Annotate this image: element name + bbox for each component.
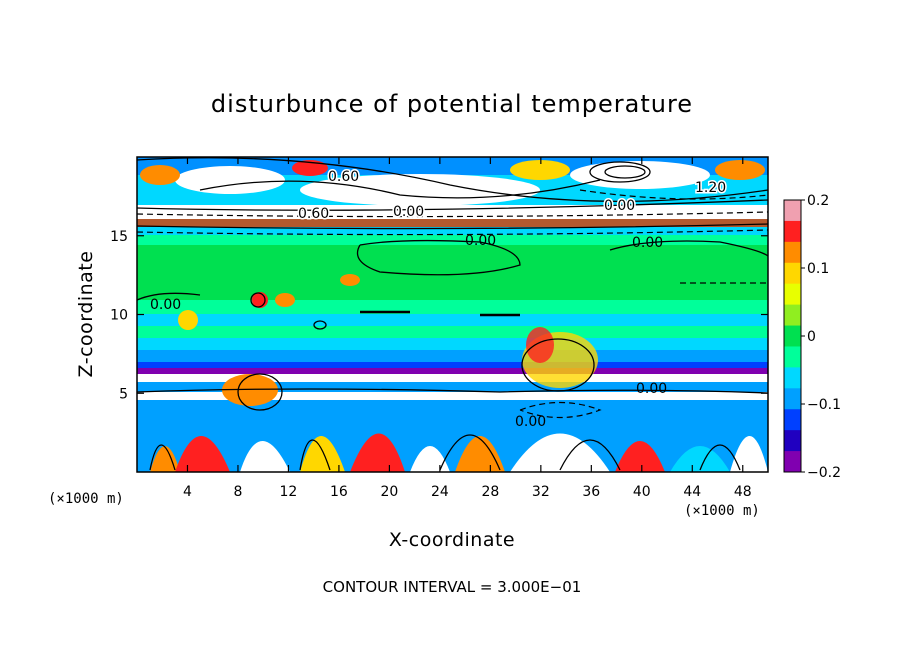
y-axis: 5 10 15: [110, 229, 768, 402]
contour-label: 0.00: [636, 381, 667, 397]
y-tick-label: 10: [110, 308, 128, 324]
contour-label: 0.00: [393, 204, 424, 220]
contour-interval-note: CONTOUR INTERVAL = 3.000E−01: [323, 578, 582, 596]
x-tick-label: 40: [633, 484, 651, 500]
contour-label: 0.00: [150, 297, 181, 313]
x-tick-label: 36: [582, 484, 600, 500]
colorbar: [783, 199, 802, 473]
colorbar-swatch: [784, 346, 801, 368]
chart-title: disturbunce of potential temperature: [211, 90, 693, 118]
x-tick-label: 16: [330, 484, 348, 500]
x-tick-label: 8: [233, 484, 242, 500]
contour-label: 0.60: [328, 169, 359, 185]
contour-label: 0.60: [298, 206, 329, 222]
colorbar-tick-label: 0: [807, 329, 816, 345]
x-tick-label: 44: [683, 484, 701, 500]
colorbar-swatch: [784, 325, 801, 347]
x-tick-label: 48: [734, 484, 752, 500]
x-tick-label: 32: [532, 484, 550, 500]
colorbar-swatch: [784, 200, 801, 222]
contour-label: 0.00: [515, 414, 546, 430]
contour-label: 0.00: [604, 198, 635, 214]
x-tick-label: 24: [431, 484, 449, 500]
colorbar-swatch: [784, 262, 801, 285]
contour-label: 0.00: [632, 235, 663, 251]
colorbar-swatch: [784, 367, 801, 389]
x-axis-title: X-coordinate: [389, 529, 515, 551]
x-axis: 4 8 12 16 20 24 28 32 36 40 44 48: [183, 157, 752, 500]
x-tick-label: 12: [280, 484, 298, 500]
colorbar-swatch: [784, 388, 801, 410]
x-unit-label: (×1000 m): [48, 491, 124, 507]
heatmap-field: 0.60 0.60 0.00 0.00 0.00 0.00 0.00 0.00 …: [137, 157, 768, 472]
colorbar-ticks: 0.2 0.1 0 −0.1 −0.2: [801, 193, 841, 481]
colorbar-swatch: [784, 304, 801, 327]
x-tick-label: 28: [481, 484, 499, 500]
colorbar-tick-label: −0.1: [807, 397, 841, 413]
colorbar-swatch: [784, 220, 801, 243]
y-axis-title: Z-coordinate: [75, 251, 97, 378]
x-tick-label: 4: [183, 484, 192, 500]
colorbar-swatch: [784, 283, 801, 306]
colorbar-tick-label: −0.2: [807, 465, 841, 481]
colorbar-tick-label: 0.1: [807, 261, 829, 277]
x-unit-label-right: (×1000 m): [684, 503, 760, 519]
colorbar-swatch: [784, 241, 801, 264]
contour-labels: 0.60 0.60 0.00 0.00 0.00 0.00 0.00 0.00 …: [150, 168, 728, 431]
x-tick-label: 20: [380, 484, 398, 500]
colorbar-swatch: [784, 451, 801, 473]
colorbar-swatch: [784, 409, 801, 431]
colorbar-tick-label: 0.2: [807, 193, 829, 209]
contour-label: 1.20: [695, 180, 726, 196]
y-tick-label: 15: [110, 229, 128, 245]
colorbar-swatch: [784, 430, 801, 452]
contour-label: 0.00: [465, 233, 496, 249]
y-tick-label: 5: [119, 386, 128, 402]
